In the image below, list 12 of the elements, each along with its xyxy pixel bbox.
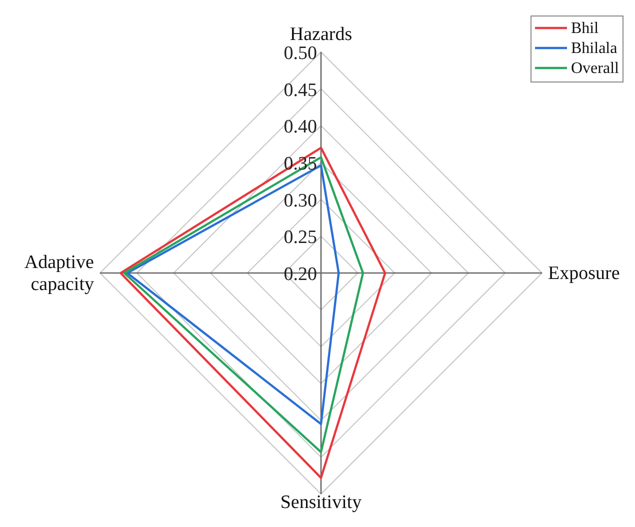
y-tick-label: 0.25 — [284, 227, 317, 248]
y-tick-label: 0.45 — [284, 80, 317, 101]
spoke-label: Sensitivity — [280, 492, 362, 513]
spoke-label: Adaptive capacity — [24, 252, 94, 295]
legend-label: Bhilala — [571, 40, 618, 57]
legend-label: Overall — [571, 60, 620, 77]
y-tick-label: 0.50 — [284, 43, 317, 64]
spoke-label: Hazards — [290, 24, 352, 45]
y-tick-label: 0.40 — [284, 116, 317, 138]
y-tick-label: 0.30 — [284, 190, 317, 212]
legend-label: Bhil — [571, 20, 600, 37]
spoke-label: Exposure — [548, 263, 620, 284]
